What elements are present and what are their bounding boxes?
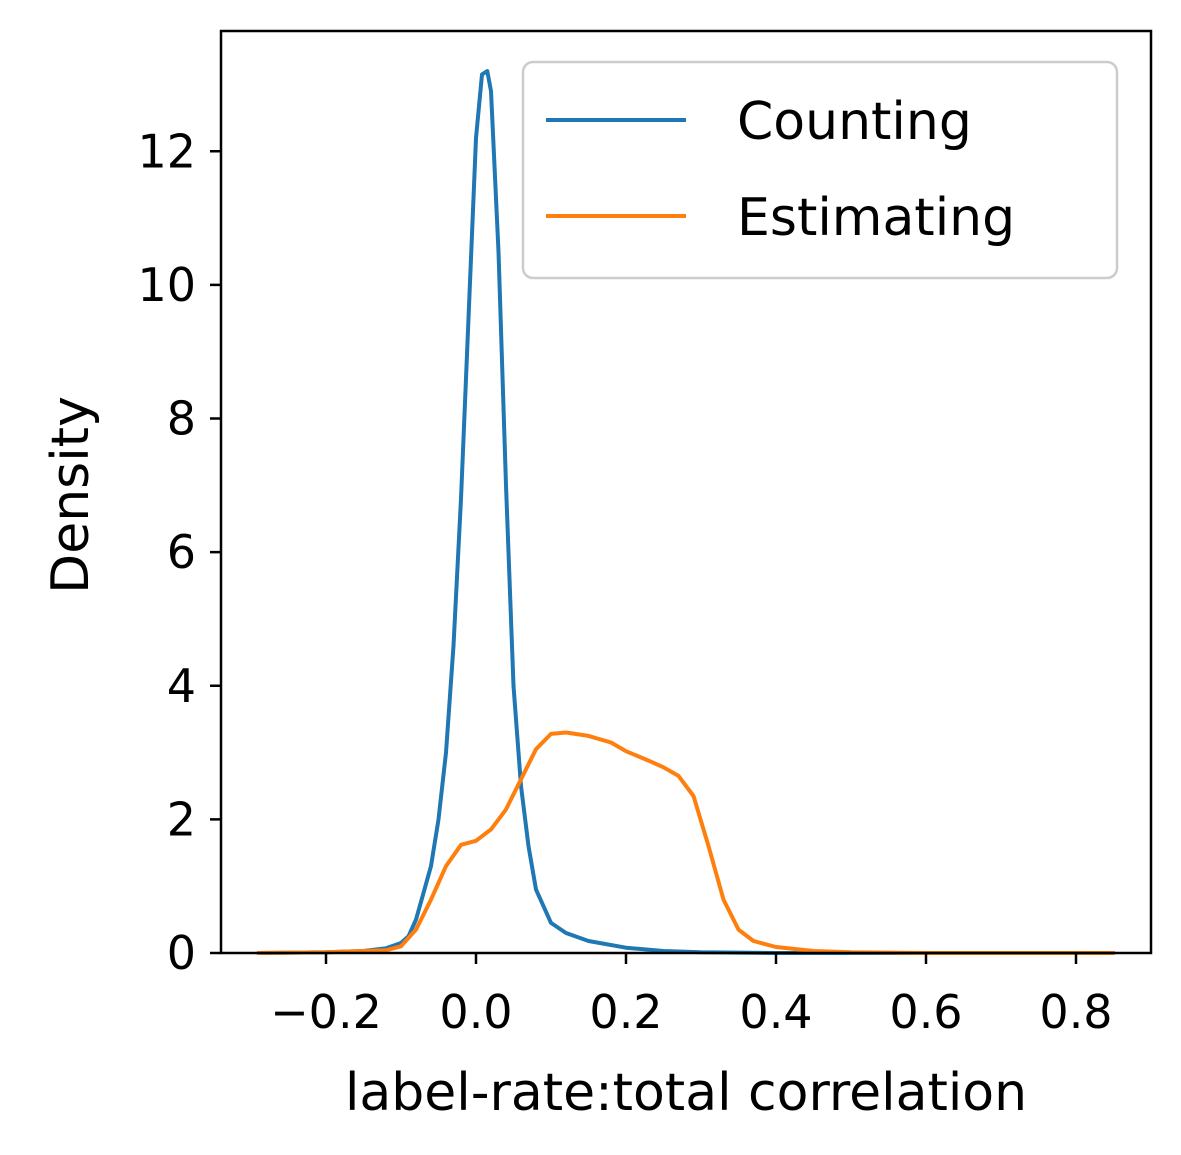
x-tick-label: 0.8 [1039, 985, 1112, 1039]
x-tick-label: 0.0 [439, 985, 512, 1039]
y-tick-label: 6 [167, 525, 196, 579]
legend-label-estimating: Estimating [737, 188, 1015, 248]
series-line-estimating [256, 730, 1116, 955]
x-tick-label: 0.2 [589, 985, 662, 1039]
legend-label-counting: Counting [737, 92, 972, 152]
x-axis-ticks: −0.2 0.0 0.2 0.4 0.6 0.8 [270, 953, 1113, 1039]
y-tick-label: 12 [137, 124, 196, 178]
y-tick-label: 0 [167, 926, 196, 980]
x-axis-label: label-rate:total correlation [345, 1063, 1027, 1123]
series-line-counting [256, 69, 1116, 955]
x-tick-label: 0.4 [739, 985, 812, 1039]
x-tick-label: 0.6 [889, 985, 962, 1039]
y-tick-label: 2 [167, 792, 196, 846]
legend-box [521, 60, 1119, 280]
y-tick-label: 10 [137, 258, 196, 312]
x-tick-label: −0.2 [270, 985, 382, 1039]
plot-frame [219, 29, 1153, 955]
legend: Counting Estimating [521, 60, 1119, 280]
y-axis-label: Density [41, 396, 101, 594]
y-tick-label: 8 [167, 392, 196, 446]
y-tick-label: 4 [167, 659, 196, 713]
series-lines [256, 69, 1116, 955]
y-axis-ticks: 0 2 4 6 8 10 12 [137, 124, 221, 980]
